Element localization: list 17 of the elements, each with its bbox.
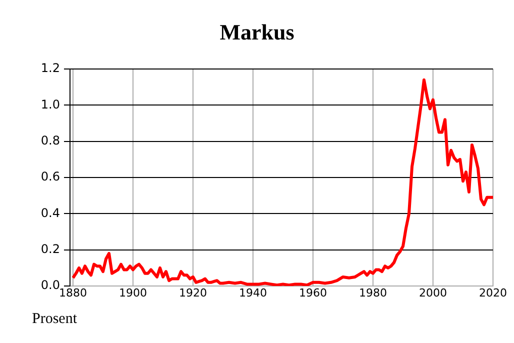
- y-tick-label: 0.8: [40, 133, 60, 148]
- chart-title: Markus: [220, 20, 295, 45]
- y-tick-label: 1.0: [40, 97, 60, 112]
- x-tick-label: 2020: [479, 286, 507, 300]
- y-axis-title: Prosent: [32, 310, 78, 327]
- x-tick-label: 1960: [299, 286, 327, 300]
- x-tick-label: 1900: [119, 286, 147, 300]
- x-tick-label: 1920: [179, 286, 207, 300]
- y-tick-label: 1.2: [40, 61, 60, 76]
- x-tick-label: 1980: [359, 286, 387, 300]
- y-tick-label: 0.6: [40, 170, 60, 184]
- y-tick-label: 0.2: [40, 242, 60, 256]
- y-tick-label: 0.4: [40, 206, 60, 220]
- x-tick-label: 2000: [419, 286, 447, 300]
- y-tick-label: 0.0: [40, 278, 60, 292]
- x-tick-label: 1940: [239, 286, 267, 300]
- x-tick-label: 1880: [59, 286, 87, 300]
